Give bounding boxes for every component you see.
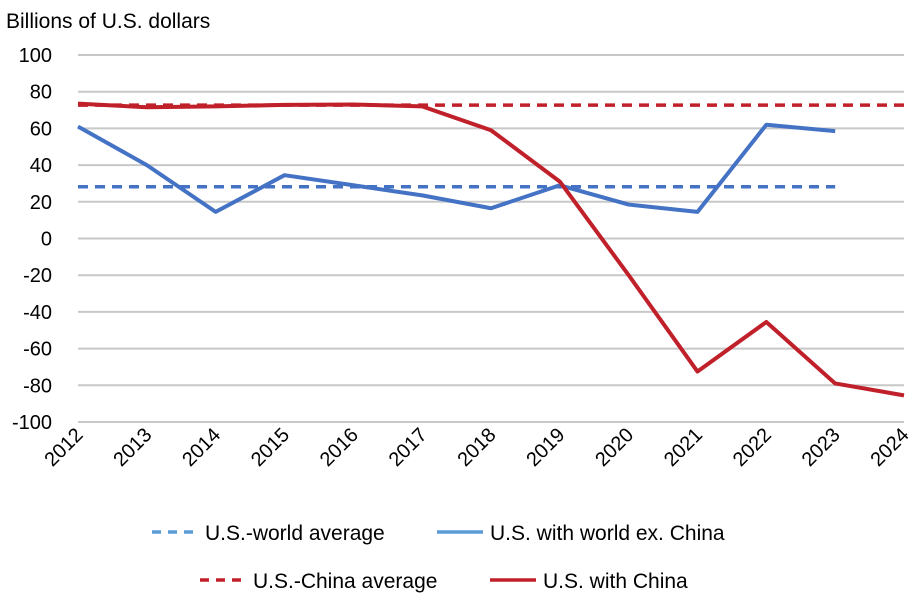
series-line-1	[77, 122, 836, 214]
x-tick-label: 2015	[247, 424, 294, 471]
x-tick-label: 2024	[867, 424, 914, 471]
x-tick-label: 2019	[522, 424, 569, 471]
x-tick-label: 2017	[385, 424, 432, 471]
y-tick-label: -60	[23, 339, 52, 361]
y-tick-label: 20	[30, 192, 52, 214]
y-tick-label: -20	[23, 265, 52, 287]
y-tick-label: -100	[12, 412, 52, 434]
x-tick-label: 2016	[316, 424, 363, 471]
legend-label: U.S. with China	[543, 570, 688, 593]
y-tick-label: 40	[30, 155, 52, 177]
x-tick-label: 2022	[729, 424, 776, 471]
x-tick-label: 2020	[591, 424, 638, 471]
x-tick-label: 2023	[798, 424, 845, 471]
series-line-3	[77, 101, 905, 398]
y-tick-label: 80	[30, 82, 52, 104]
legend-label: U.S.-world average	[205, 522, 385, 545]
legend-label: U.S. with world ex. China	[490, 522, 725, 545]
y-tick-label: -40	[23, 302, 52, 324]
y-axis-label: Billions of U.S. dollars	[6, 10, 210, 33]
y-tick-label: 0	[41, 229, 52, 251]
legend-label: U.S.-China average	[253, 570, 437, 593]
y-tick-label: -80	[23, 375, 52, 397]
x-tick-label: 2013	[109, 424, 156, 471]
y-tick-label: 60	[30, 118, 52, 140]
x-tick-label: 2018	[454, 424, 501, 471]
y-tick-label: 100	[19, 45, 52, 67]
x-tick-label: 2014	[178, 424, 225, 471]
x-tick-label: 2021	[660, 424, 707, 471]
